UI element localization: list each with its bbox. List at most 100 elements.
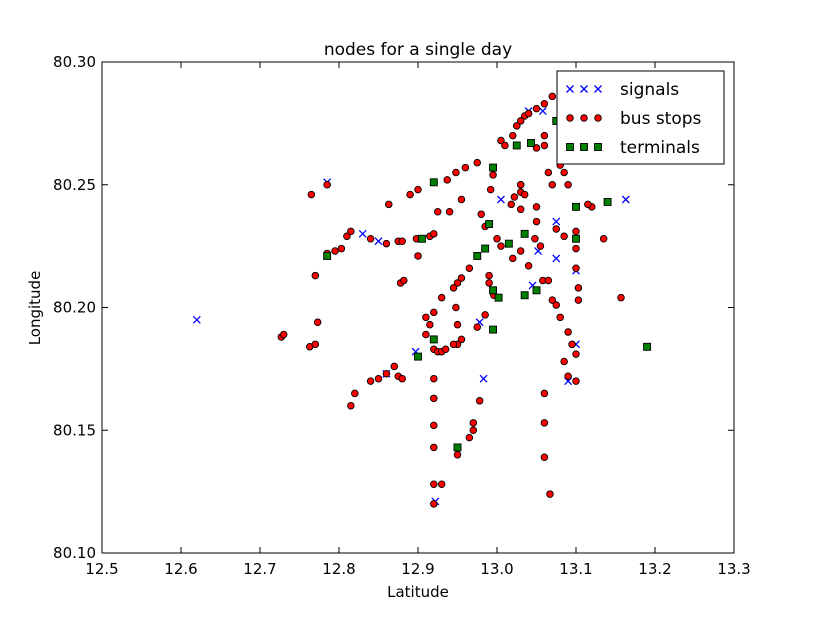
data-point xyxy=(382,370,391,378)
data-point xyxy=(552,254,561,263)
data-point xyxy=(497,242,505,250)
data-point xyxy=(457,195,466,204)
series-terminals xyxy=(323,116,652,452)
data-point xyxy=(475,397,484,405)
data-point xyxy=(520,229,529,238)
data-point xyxy=(422,330,430,339)
data-point xyxy=(469,426,478,435)
data-point xyxy=(493,235,501,243)
data-point xyxy=(382,239,391,248)
x-tick-label: 13.0 xyxy=(480,560,513,578)
data-point xyxy=(504,239,513,248)
data-point xyxy=(414,352,422,361)
data-point xyxy=(572,244,580,253)
data-point xyxy=(532,217,541,226)
data-point xyxy=(311,271,320,280)
data-point xyxy=(311,340,320,349)
data-point xyxy=(527,139,535,147)
data-point xyxy=(461,163,470,172)
data-point xyxy=(621,195,630,204)
data-point xyxy=(430,480,438,489)
data-point xyxy=(513,122,521,130)
x-tick-label: 12.7 xyxy=(243,560,276,578)
legend-entry: signals xyxy=(566,80,679,100)
data-point xyxy=(494,293,503,302)
data-point xyxy=(430,500,438,508)
x-tick-label: 12.6 xyxy=(164,560,197,578)
data-point xyxy=(548,92,557,101)
data-point xyxy=(441,345,450,353)
x-tick-label: 13.2 xyxy=(638,560,671,578)
data-point xyxy=(538,107,547,116)
data-point xyxy=(443,176,451,184)
data-point xyxy=(430,374,438,383)
legend-marker xyxy=(580,85,588,93)
data-point xyxy=(457,274,466,282)
data-point xyxy=(574,296,583,304)
legend-marker xyxy=(566,85,574,93)
data-point xyxy=(560,357,568,366)
data-point xyxy=(560,232,568,241)
data-points xyxy=(192,87,652,508)
data-point xyxy=(485,220,494,228)
data-point xyxy=(385,200,393,209)
data-point xyxy=(512,141,521,150)
legend-label: signals xyxy=(620,80,679,100)
x-tick-label: 12.8 xyxy=(322,560,355,578)
data-point xyxy=(509,131,517,140)
data-point xyxy=(481,311,489,319)
data-point xyxy=(279,330,288,339)
data-point xyxy=(366,235,375,243)
data-point xyxy=(524,109,533,118)
data-point xyxy=(572,377,580,385)
legend-marker xyxy=(566,143,574,151)
data-point xyxy=(516,180,525,189)
legend-label: bus stops xyxy=(620,109,702,129)
data-point xyxy=(347,401,355,410)
data-point xyxy=(449,340,458,349)
data-point xyxy=(496,195,505,204)
data-point xyxy=(540,141,549,150)
data-point xyxy=(418,234,426,243)
data-point xyxy=(548,180,557,189)
data-point xyxy=(572,264,580,272)
data-point xyxy=(536,242,545,250)
data-point xyxy=(564,372,572,380)
data-point xyxy=(307,190,316,199)
data-point xyxy=(473,323,482,331)
chart-legend: signals bus stops terminals xyxy=(556,70,725,165)
data-point xyxy=(331,247,339,255)
chart-title: nodes for a single day xyxy=(324,40,512,60)
legend-marker xyxy=(594,85,602,93)
x-tick-label: 12.9 xyxy=(401,560,434,578)
data-point xyxy=(548,296,557,304)
y-tick-label: 80.10 xyxy=(53,544,96,562)
data-point xyxy=(485,271,493,280)
data-point xyxy=(546,490,554,498)
legend-label: terminals xyxy=(620,138,700,158)
data-point xyxy=(465,264,474,272)
y-tick-label: 80.25 xyxy=(53,176,96,194)
data-point xyxy=(437,293,446,302)
data-point xyxy=(430,443,438,452)
data-point xyxy=(323,251,332,260)
data-point xyxy=(643,342,652,351)
data-point xyxy=(374,374,383,383)
data-point xyxy=(481,244,490,253)
data-point xyxy=(572,227,580,236)
data-point xyxy=(532,286,541,295)
legend-marker xyxy=(594,143,602,151)
data-point xyxy=(560,168,568,177)
data-point xyxy=(351,389,359,398)
data-point xyxy=(507,200,515,209)
data-point xyxy=(465,433,474,442)
data-point xyxy=(516,247,525,255)
data-point xyxy=(572,202,580,211)
data-point xyxy=(520,190,529,199)
data-point xyxy=(489,171,497,179)
data-point xyxy=(414,185,422,194)
data-point xyxy=(489,325,497,334)
data-point xyxy=(452,303,460,312)
data-point xyxy=(337,244,346,253)
